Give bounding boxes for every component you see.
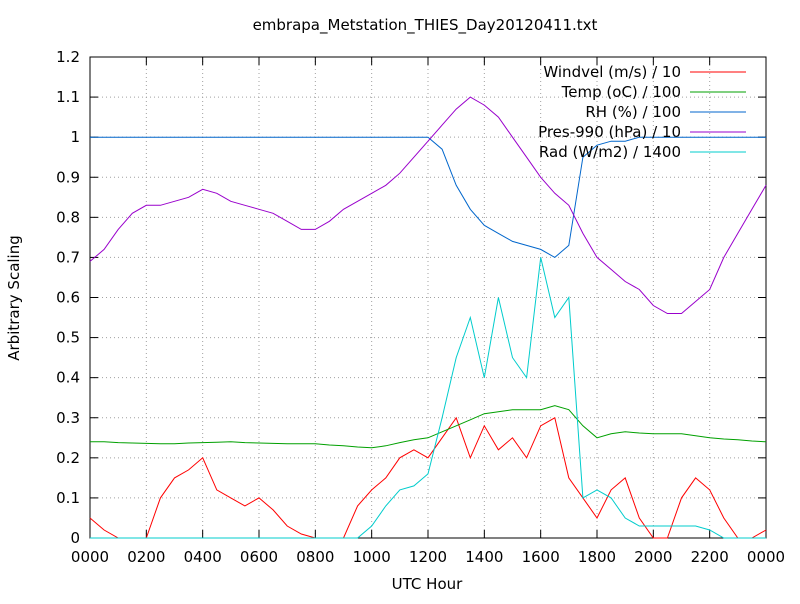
y-tick-label: 0.5: [56, 329, 80, 347]
x-tick-label: 1000: [353, 548, 391, 566]
x-tick-label: 1400: [465, 548, 503, 566]
legend-label: Temp (oC) / 100: [561, 83, 681, 101]
legend-label: Rad (W/m2) / 1400: [539, 143, 681, 161]
y-tick-label: 0.3: [56, 409, 80, 427]
series-line: [90, 136, 766, 259]
series-line: [90, 257, 766, 539]
y-tick-label: 1.2: [56, 48, 80, 66]
y-tick-label: 1: [70, 128, 80, 146]
legend-label: Windvel (m/s) / 10: [543, 63, 681, 81]
chart-title: embrapa_Metstation_THIES_Day20120411.txt: [253, 16, 598, 35]
series-line: [89, 416, 767, 539]
x-axis-label: UTC Hour: [392, 575, 463, 593]
x-tick-label: 1800: [578, 548, 616, 566]
y-tick-label: 1.1: [56, 88, 80, 106]
x-tick-label: 0000: [71, 548, 109, 566]
y-tick-label: 0.7: [56, 248, 80, 266]
y-tick-label: 0.6: [56, 289, 80, 307]
plot-border: [89, 56, 767, 539]
x-tick-label: 0200: [127, 548, 165, 566]
y-tick-label: 0.9: [56, 168, 80, 186]
x-tick-label: 0600: [240, 548, 278, 566]
y-tick-label: 0.2: [56, 449, 80, 467]
x-tick-label: 2000: [634, 548, 672, 566]
y-tick-label: 0.4: [56, 369, 80, 387]
x-tick-label: 2200: [691, 548, 729, 566]
series-line: [90, 405, 767, 449]
x-tick-label: 0000: [747, 548, 785, 566]
y-tick-label: 0: [70, 529, 80, 547]
x-tick-label: 1600: [522, 548, 560, 566]
x-tick-label: 0800: [296, 548, 334, 566]
series-line: [89, 96, 767, 314]
x-tick-label: 1200: [409, 548, 447, 566]
legend-label: RH (%) / 100: [585, 103, 681, 121]
x-tick-label: 0400: [184, 548, 222, 566]
legend-label: Pres-990 (hPa) / 10: [538, 123, 681, 141]
y-tick-label: 0.1: [56, 489, 80, 507]
y-tick-label: 0.8: [56, 208, 80, 226]
y-axis-label: Arbitrary Scaling: [5, 235, 23, 361]
